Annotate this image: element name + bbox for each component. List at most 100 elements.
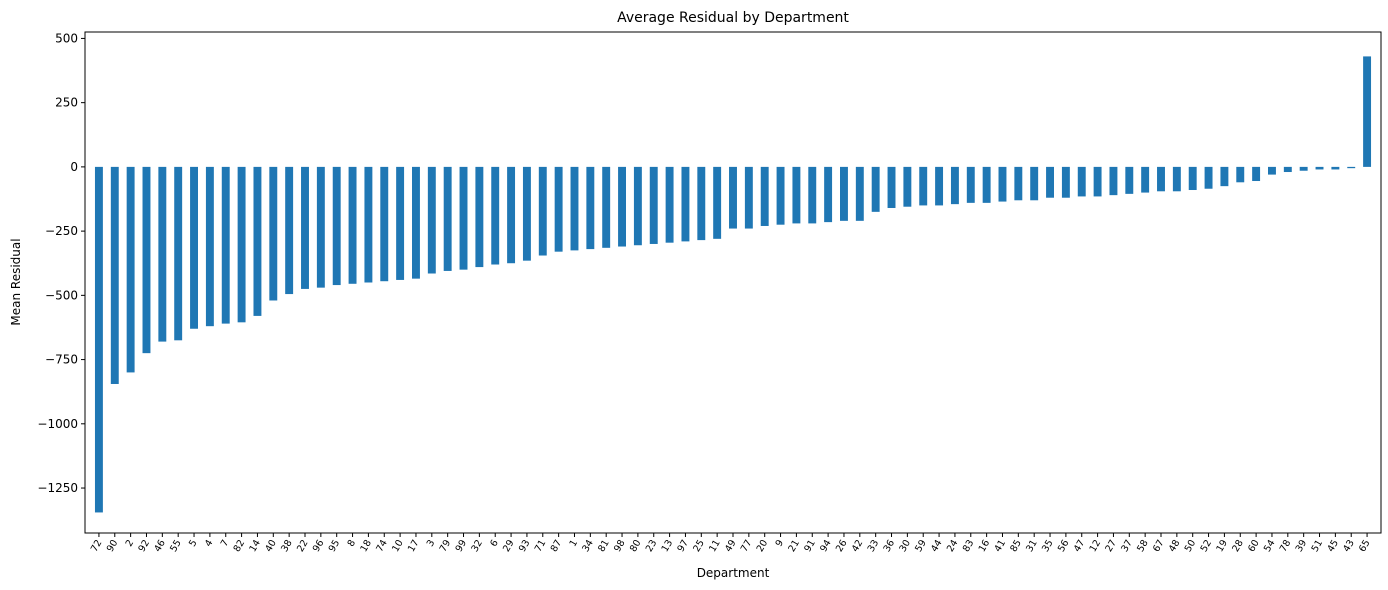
bar-11 (713, 166, 722, 239)
bar-60 (1252, 166, 1261, 182)
x-tick-label: 43 (1341, 538, 1357, 554)
y-tick-label: 0 (70, 160, 78, 174)
x-tick-label: 95 (327, 538, 343, 554)
bar-54 (1268, 166, 1276, 175)
x-tick-label: 26 (834, 538, 850, 554)
x-tick-label: 56 (1056, 538, 1072, 554)
x-tick-label: 39 (1294, 538, 1310, 554)
bar-98 (618, 166, 626, 247)
x-tick-label: 20 (755, 538, 771, 554)
x-tick-label: 44 (929, 538, 945, 554)
x-tick-label: 12 (1088, 538, 1104, 554)
bar-94 (824, 166, 833, 223)
x-tick-label: 54 (1262, 538, 1278, 554)
x-tick-label: 28 (1230, 538, 1246, 554)
x-tick-label: 92 (137, 538, 153, 554)
bar-96 (316, 166, 325, 288)
x-tick-label: 90 (105, 538, 121, 554)
bar-55 (174, 166, 183, 341)
x-tick-label: 55 (168, 538, 184, 554)
x-tick-label: 52 (1199, 538, 1215, 554)
bar-92 (142, 166, 151, 354)
bar-7 (221, 166, 230, 324)
x-tick-label: 18 (358, 538, 374, 554)
bar-93 (522, 166, 531, 261)
x-tick-label: 82 (232, 538, 248, 554)
bar-90 (110, 166, 119, 384)
bar-77 (744, 166, 753, 229)
bar-14 (253, 166, 262, 316)
x-tick-label: 65 (1357, 538, 1373, 554)
bar-32 (475, 166, 484, 268)
x-tick-label: 72 (89, 538, 105, 554)
x-tick-label: 7 (219, 538, 232, 549)
x-tick-label: 93 (517, 538, 533, 554)
x-tick-label: 31 (1024, 538, 1040, 554)
bar-16 (982, 166, 991, 203)
bar-5 (190, 166, 198, 329)
y-axis-label: Mean Residual (9, 238, 23, 325)
x-tick-label: 74 (374, 538, 390, 554)
x-tick-label: 34 (580, 538, 596, 554)
x-tick-label: 58 (1135, 538, 1151, 554)
bar-78 (1283, 166, 1292, 173)
bar-87 (554, 166, 563, 252)
x-tick-label: 38 (279, 538, 295, 554)
bar-45 (1331, 166, 1340, 170)
bar-83 (966, 166, 975, 203)
bar-2 (126, 166, 135, 373)
x-tick-label: 83 (961, 538, 977, 554)
bar-95 (332, 166, 341, 286)
bar-1 (570, 166, 579, 251)
x-tick-label: 77 (739, 538, 755, 554)
bar-51 (1315, 166, 1324, 170)
bar-50 (1188, 166, 1197, 191)
x-tick-label: 30 (897, 538, 913, 554)
bar-91 (808, 166, 817, 224)
x-tick-label: 79 (438, 538, 454, 554)
x-tick-label: 42 (850, 538, 866, 554)
bar-58 (1141, 166, 1150, 193)
x-axis-label: Department (697, 566, 770, 580)
x-tick-label: 67 (1151, 538, 1167, 554)
bar-28 (1236, 166, 1245, 183)
x-tick-label: 91 (802, 538, 818, 554)
bar-36 (887, 166, 896, 208)
x-tick-label: 71 (533, 538, 549, 554)
bar-52 (1204, 166, 1213, 189)
bars-group (94, 56, 1372, 513)
bar-8 (348, 166, 357, 284)
x-tick-label: 2 (124, 538, 137, 549)
bar-24 (950, 166, 959, 205)
x-tick-label: 10 (390, 538, 406, 554)
bar-42 (855, 166, 864, 221)
bar-40 (269, 166, 278, 301)
bar-59 (919, 166, 928, 206)
bar-34 (586, 166, 595, 250)
bar-56 (1061, 166, 1070, 198)
y-axis-ticks: 500 250 0 −250 −500 −750 −1000 −1250 (37, 31, 85, 495)
x-tick-label: 96 (311, 538, 327, 554)
bar-10 (396, 166, 405, 280)
x-tick-label: 59 (913, 538, 929, 554)
x-tick-label: 50 (1183, 538, 1199, 554)
y-tick-label: 500 (55, 31, 78, 45)
bar-19 (1220, 166, 1229, 187)
x-tick-label: 5 (187, 538, 200, 549)
x-tick-label: 78 (1278, 538, 1294, 554)
bar-46 (158, 166, 167, 342)
bar-97 (681, 166, 690, 242)
x-tick-label: 29 (501, 538, 517, 554)
bar-33 (871, 166, 880, 212)
y-tick-label: −1250 (37, 481, 78, 495)
x-tick-label: 1 (568, 538, 581, 549)
bar-49 (729, 166, 737, 229)
x-tick-label: 94 (818, 538, 834, 554)
bar-41 (998, 166, 1007, 202)
bar-30 (903, 166, 912, 207)
x-tick-label: 19 (1214, 538, 1230, 554)
x-tick-label: 22 (295, 538, 311, 554)
x-tick-label: 85 (1008, 538, 1024, 554)
x-tick-label: 47 (1072, 538, 1088, 554)
